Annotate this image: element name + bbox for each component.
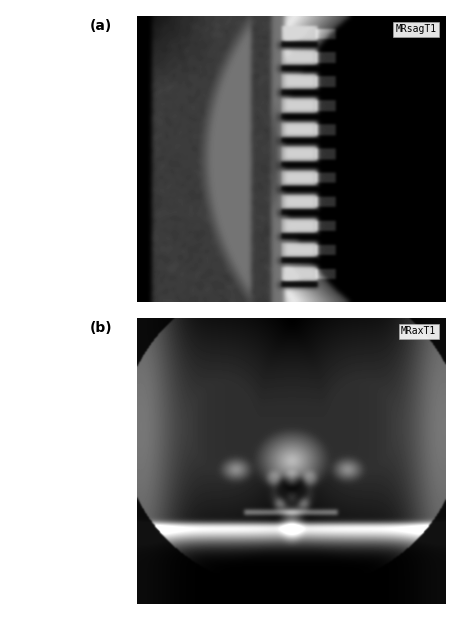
Text: MRaxT1: MRaxT1 xyxy=(401,326,436,336)
Text: (b): (b) xyxy=(90,321,113,335)
Text: MRsagT1: MRsagT1 xyxy=(395,24,436,34)
Text: (a): (a) xyxy=(90,19,112,32)
